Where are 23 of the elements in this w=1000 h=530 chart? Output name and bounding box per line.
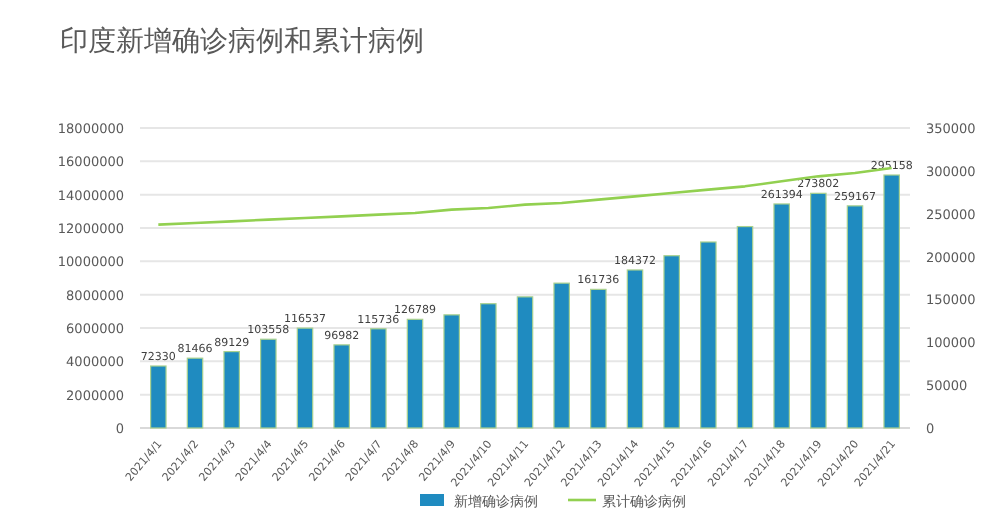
bar (333, 344, 350, 429)
bar (700, 241, 717, 429)
bar (260, 338, 277, 429)
bar (480, 303, 497, 429)
bar (296, 327, 314, 429)
bar (150, 365, 167, 429)
bar (223, 351, 240, 429)
line-series (157, 166, 893, 226)
bar (810, 192, 827, 429)
chart-title: 印度新增确诊病例和累计病例 (60, 26, 424, 58)
bar (406, 318, 424, 429)
bar (883, 174, 900, 429)
bar (516, 296, 534, 429)
bar (370, 328, 387, 429)
bar (626, 269, 644, 429)
bar (553, 282, 570, 429)
bar (590, 288, 607, 429)
bar (663, 255, 680, 429)
bar (443, 314, 460, 429)
bar (186, 357, 204, 429)
bar (773, 203, 790, 429)
bar (846, 205, 864, 429)
bar (736, 225, 754, 429)
